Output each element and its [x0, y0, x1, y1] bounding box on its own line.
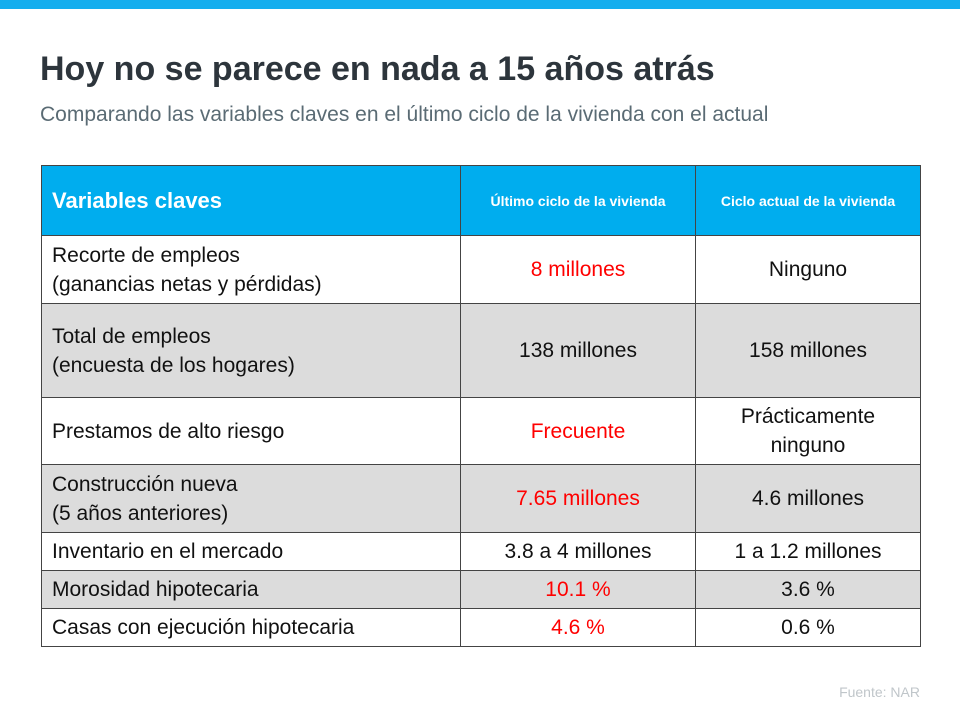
- variable-cell-text: Morosidad hipotecaria: [52, 578, 259, 601]
- last-cycle-cell: 4.6 %: [460, 608, 696, 647]
- header-current-cycle: Ciclo actual de la vivienda: [695, 165, 921, 236]
- last-cycle-cell: 138 millones: [460, 303, 696, 398]
- last-cycle-cell: Frecuente: [460, 397, 696, 465]
- last-cycle-cell: 8 millones: [460, 235, 696, 304]
- current-cycle-cell: 0.6 %: [695, 608, 921, 647]
- last-cycle-cell-text: 10.1 %: [545, 578, 611, 601]
- variable-cell: Total de empleos (encuesta de los hogares…: [41, 303, 461, 398]
- table-row: Morosidad hipotecaria 10.1 % 3.6 %: [41, 570, 921, 609]
- variable-cell: Morosidad hipotecaria: [41, 570, 461, 609]
- current-cycle-cell-text: 3.6 %: [781, 578, 835, 601]
- last-cycle-cell: 7.65 millones: [460, 464, 696, 533]
- table-row: Recorte de empleos (ganancias netas y pér…: [41, 235, 921, 304]
- current-cycle-cell: Ninguno: [695, 235, 921, 304]
- last-cycle-cell-text: Frecuente: [530, 419, 626, 443]
- variable-cell-text: Construcción nueva: [52, 472, 238, 496]
- current-cycle-cell-text: ninguno: [770, 434, 846, 457]
- current-cycle-cell: 1 a 1.2 millones: [695, 532, 921, 571]
- current-cycle-cell: 4.6 millones: [695, 464, 921, 533]
- table-row: Inventario en el mercado 3.8 a 4 millones…: [41, 532, 921, 571]
- current-cycle-cell: 3.6 %: [695, 570, 921, 609]
- variable-cell-text: (5 años anteriores): [52, 501, 229, 525]
- last-cycle-cell-text: 3.8 a 4 millones: [504, 540, 652, 563]
- current-cycle-cell-text: Prácticamente: [740, 405, 876, 428]
- variable-cell: Recorte de empleos (ganancias netas y pér…: [41, 235, 461, 304]
- variable-cell-text: Inventario en el mercado: [52, 540, 284, 563]
- variable-cell-text: (encuesta de los hogares): [52, 353, 295, 377]
- table-row: Casas con ejecución hipotecaria 4.6 % 0.6 …: [41, 608, 921, 647]
- table-row: Construcción nueva (5 años anteriores) 7.6…: [41, 464, 921, 533]
- current-cycle-cell-text: 4.6 millones: [751, 487, 865, 510]
- last-cycle-cell-text: 4.6 %: [551, 616, 605, 639]
- last-cycle-cell: 3.8 a 4 millones: [460, 532, 696, 571]
- last-cycle-cell-text: 7.65 millones: [516, 487, 640, 510]
- table-header-row: Variables claves Último ciclo de la vivi…: [41, 165, 921, 236]
- header-variables: Variables claves: [41, 165, 461, 236]
- last-cycle-cell-text: 138 millones: [519, 339, 637, 362]
- current-cycle-cell-text: Ninguno: [768, 258, 848, 281]
- variable-cell-text: Casas con ejecución hipotecaria: [52, 616, 355, 639]
- variable-cell: Casas con ejecución hipotecaria: [41, 608, 461, 647]
- header-last-cycle: Último ciclo de la vivienda: [460, 165, 696, 236]
- comparison-table: Variables claves Último ciclo de la vivi…: [41, 165, 921, 647]
- page-title: Hoy no se parece en nada a 15 años atrás: [40, 50, 715, 88]
- source-note: Fuente: NAR: [839, 684, 920, 700]
- variable-cell-text: Prestamos de alto riesgo: [52, 419, 285, 443]
- last-cycle-cell-text: 8 millones: [530, 258, 626, 281]
- variable-cell: Construcción nueva (5 años anteriores): [41, 464, 461, 533]
- variable-cell-text: Recorte de empleos: [52, 243, 240, 267]
- page-subtitle: Comparando las variables claves en el úl…: [40, 103, 769, 126]
- current-cycle-cell-text: 158 millones: [749, 339, 867, 362]
- current-cycle-cell-text: 1 a 1.2 millones: [734, 540, 882, 563]
- top-accent-bar: [0, 0, 960, 9]
- table-row: Prestamos de alto riesgo Frecuente Práctic…: [41, 397, 921, 465]
- variable-cell: Inventario en el mercado: [41, 532, 461, 571]
- table-row: Total de empleos (encuesta de los hogares…: [41, 303, 921, 398]
- last-cycle-cell: 10.1 %: [460, 570, 696, 609]
- current-cycle-cell: Prácticamente ninguno: [695, 397, 921, 465]
- variable-cell-text: (ganancias netas y pérdidas): [52, 272, 322, 296]
- current-cycle-cell: 158 millones: [695, 303, 921, 398]
- variable-cell-text: Total de empleos: [52, 324, 211, 348]
- current-cycle-cell-text: 0.6 %: [781, 616, 835, 639]
- variable-cell: Prestamos de alto riesgo: [41, 397, 461, 465]
